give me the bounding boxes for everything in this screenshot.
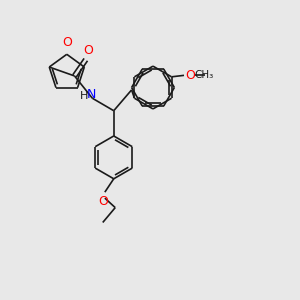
Text: O: O xyxy=(99,194,109,208)
Text: H: H xyxy=(80,91,88,101)
Text: N: N xyxy=(87,88,96,101)
Text: O: O xyxy=(185,69,195,82)
Text: CH₃: CH₃ xyxy=(194,70,214,80)
Text: O: O xyxy=(62,36,72,49)
Text: O: O xyxy=(83,44,93,57)
